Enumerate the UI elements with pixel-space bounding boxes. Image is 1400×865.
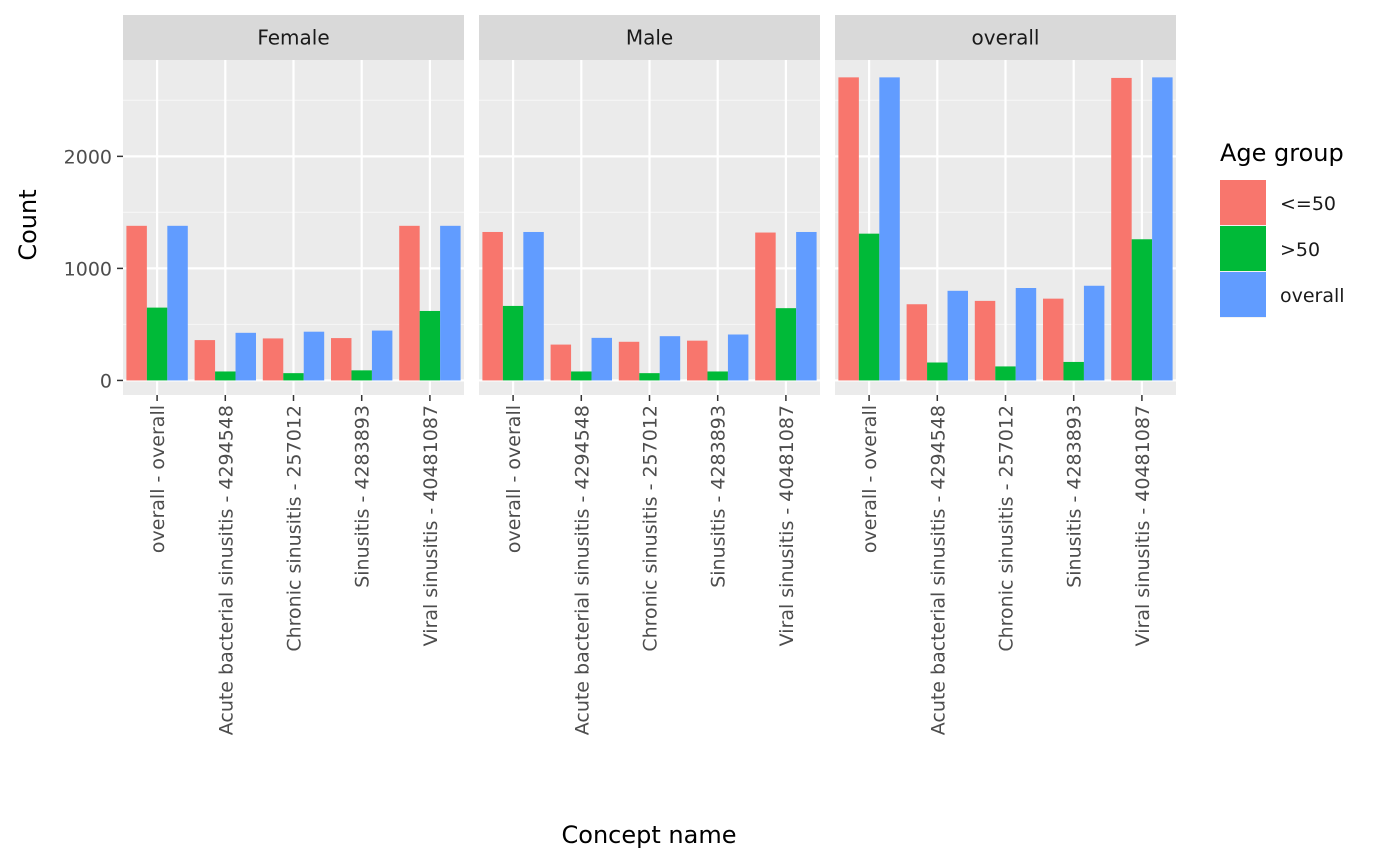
bar	[399, 225, 420, 381]
y-axis: 0 1000 2000	[64, 146, 123, 392]
x-tick-label: Acute bacterial sinusitis - 4294548	[215, 405, 237, 735]
legend-key	[1220, 272, 1266, 317]
x-tick-label: Chronic sinusitis - 257012	[284, 405, 306, 652]
facet-panel-male: Male overall - overall Acute bacterial sin…	[479, 15, 820, 735]
bar	[1015, 288, 1037, 381]
bar	[126, 225, 147, 381]
bar	[707, 371, 728, 381]
bar	[571, 371, 592, 381]
y-tick-label: 1000	[64, 258, 112, 280]
facet-strip	[123, 15, 464, 60]
bar	[591, 337, 612, 381]
bar	[974, 300, 996, 381]
x-tick-label: Viral sinusitis - 40481087	[776, 405, 798, 646]
legend-key	[1220, 226, 1266, 271]
bar	[235, 332, 256, 381]
bar	[146, 307, 168, 381]
facet-strip	[479, 15, 820, 60]
x-tick-label: Sinusitis - 4283893	[708, 405, 730, 588]
x-axis-title: Concept name	[562, 821, 737, 849]
legend-key	[1220, 180, 1266, 225]
facet-strip-label: Male	[626, 26, 673, 50]
legend: Age group <=50 >50 overall	[1220, 139, 1345, 318]
bar	[215, 371, 236, 381]
bar	[639, 373, 660, 381]
legend-title: Age group	[1220, 139, 1344, 167]
bar	[303, 331, 325, 381]
x-tick-label: Chronic sinusitis - 257012	[996, 405, 1018, 652]
bar	[618, 341, 640, 381]
bar	[687, 340, 708, 381]
y-tick-label: 2000	[64, 146, 112, 168]
facet-panels: Female overall - overall Acute bacterial s…	[123, 15, 1176, 735]
x-tick-label: Acute bacterial sinusitis - 4294548	[927, 405, 949, 735]
bar	[419, 310, 441, 381]
bar	[1083, 285, 1105, 381]
y-tick-label: 0	[100, 370, 112, 392]
bar	[1111, 77, 1132, 381]
bar	[727, 334, 749, 381]
bar	[1043, 298, 1064, 381]
bar	[879, 77, 900, 381]
bar	[858, 233, 880, 381]
bar	[351, 370, 372, 381]
bar	[1152, 77, 1173, 381]
bar	[482, 231, 503, 381]
legend-label: <=50	[1280, 193, 1336, 215]
bar	[283, 373, 304, 381]
facet-strip-label: Female	[257, 26, 329, 50]
bar	[440, 225, 461, 381]
y-axis-title: Count	[14, 189, 42, 260]
bar	[796, 231, 817, 381]
x-tick-label: Viral sinusitis - 40481087	[420, 405, 442, 646]
bar	[550, 344, 572, 381]
bar	[838, 77, 859, 381]
bar	[331, 338, 352, 381]
bar	[1131, 239, 1153, 381]
bar	[995, 366, 1016, 381]
x-tick-label: overall - overall	[859, 405, 881, 553]
facet-strip-label: overall	[972, 26, 1040, 50]
x-tick-label: Sinusitis - 4283893	[352, 405, 374, 588]
facet-strip	[835, 15, 1176, 60]
x-tick-label: Viral sinusitis - 40481087	[1132, 405, 1154, 646]
legend-label: >50	[1280, 239, 1320, 261]
bar	[523, 231, 544, 381]
bar	[775, 308, 797, 381]
x-tick-label: Sinusitis - 4283893	[1064, 405, 1086, 588]
bar	[262, 338, 284, 381]
legend-label: overall	[1280, 285, 1345, 307]
bar	[906, 304, 928, 381]
bar	[194, 340, 216, 381]
facet-panel-female: Female overall - overall Acute bacterial s…	[123, 15, 464, 735]
bar	[371, 330, 393, 381]
bar	[947, 290, 968, 381]
x-tick-label: Chronic sinusitis - 257012	[640, 405, 662, 652]
bar	[502, 305, 524, 381]
bar	[659, 336, 681, 381]
bar	[755, 232, 776, 381]
x-tick-label: overall - overall	[503, 405, 525, 553]
bar	[927, 362, 948, 381]
x-tick-label: overall - overall	[147, 405, 169, 553]
facet-panel-overall: overall overall - overall Acute bacterial …	[835, 15, 1176, 735]
x-tick-label: Acute bacterial sinusitis - 4294548	[571, 405, 593, 735]
bar	[1063, 361, 1084, 381]
bar	[167, 225, 188, 381]
